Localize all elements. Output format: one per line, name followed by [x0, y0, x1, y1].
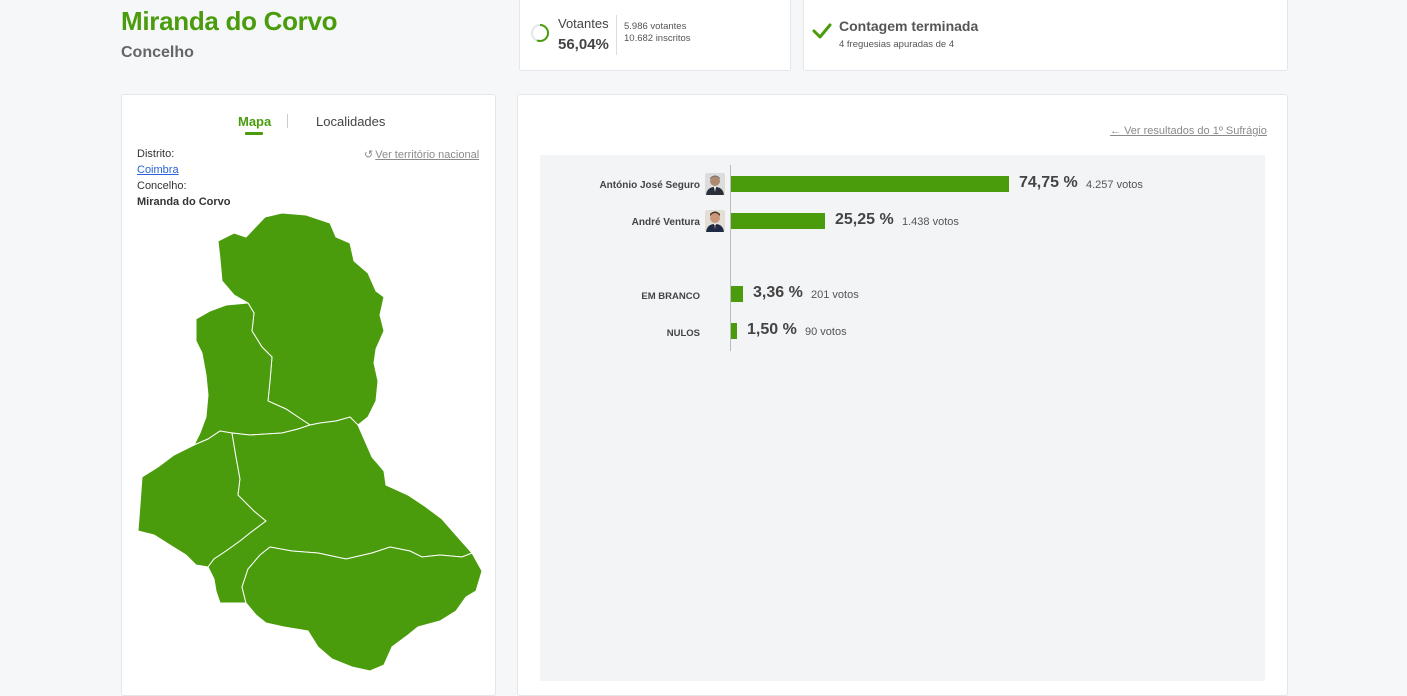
result-votes: 4.257 votos — [1086, 179, 1143, 191]
concelho-label: Concelho: — [137, 180, 187, 192]
result-percent: 25,25 % — [835, 211, 894, 228]
active-tab-indicator — [245, 132, 263, 135]
turnout-ring-icon — [531, 24, 549, 42]
count-status-subtitle: 4 freguesias apuradas de 4 — [839, 39, 955, 50]
candidate-name: António José Seguro — [599, 180, 700, 191]
result-bar — [731, 323, 737, 339]
ver-primeiro-sufragio-link[interactable]: ← Ver resultados do 1º Sufrágio — [1110, 125, 1267, 137]
count-status-title: Contagem terminada — [839, 18, 979, 34]
result-percent: 3,36 % — [753, 284, 803, 301]
registered-count: 10.682 inscritos — [624, 33, 691, 44]
ver-primeiro-sufragio-label: Ver resultados do 1º Sufrágio — [1124, 125, 1267, 137]
null-votes-label: NULOS — [666, 328, 700, 339]
distrito-link[interactable]: Coimbra — [137, 164, 179, 176]
ver-territorio-nacional-label: Ver território nacional — [375, 149, 480, 161]
ver-territorio-nacional-link[interactable]: ↺ Ver território nacional — [364, 148, 479, 161]
distrito-label: Distrito: — [137, 148, 175, 160]
result-bar — [731, 213, 825, 229]
turnout-percent: 56,04% — [558, 36, 609, 53]
tab-localidades[interactable]: Localidades — [316, 114, 386, 129]
map-panel: Mapa Localidades Distrito: Coimbra Conce… — [121, 94, 496, 696]
candidate-avatar — [705, 210, 725, 232]
page-subtitle: Concelho — [121, 44, 194, 61]
result-bar — [731, 286, 743, 302]
page-title: Miranda do Corvo — [121, 6, 338, 36]
map-parish-south[interactable] — [241, 546, 483, 672]
results-panel: ← Ver resultados do 1º Sufrágio António … — [517, 94, 1288, 696]
tab-divider — [287, 114, 288, 128]
divider — [616, 15, 617, 55]
result-percent: 74,75 % — [1019, 174, 1078, 191]
results-chart: António José Seguro 74,75 % 4.257 votos … — [540, 155, 1265, 681]
chart-axis — [730, 165, 731, 351]
arrow-left-icon: ← — [1110, 125, 1121, 137]
municipality-map[interactable] — [122, 195, 497, 695]
undo-icon: ↺ — [364, 149, 374, 161]
turnout-card: Votantes 56,04% 5.986 votantes 10.682 in… — [519, 0, 791, 71]
concelho-value: Miranda do Corvo — [137, 196, 231, 208]
count-status-card: Contagem terminada 4 freguesias apuradas… — [803, 0, 1288, 71]
result-percent: 1,50 % — [747, 321, 797, 338]
result-votes: 1.438 votos — [902, 216, 959, 228]
result-votes: 201 votos — [811, 289, 859, 301]
candidate-name: André Ventura — [631, 217, 700, 228]
result-votes: 90 votos — [805, 326, 847, 338]
candidate-avatar — [705, 173, 725, 195]
blank-votes-label: EM BRANCO — [641, 291, 700, 302]
check-icon — [812, 23, 832, 39]
turnout-label: Votantes — [558, 16, 609, 31]
voters-count: 5.986 votantes — [624, 21, 687, 32]
tab-mapa[interactable]: Mapa — [238, 114, 272, 129]
result-bar — [731, 176, 1009, 192]
